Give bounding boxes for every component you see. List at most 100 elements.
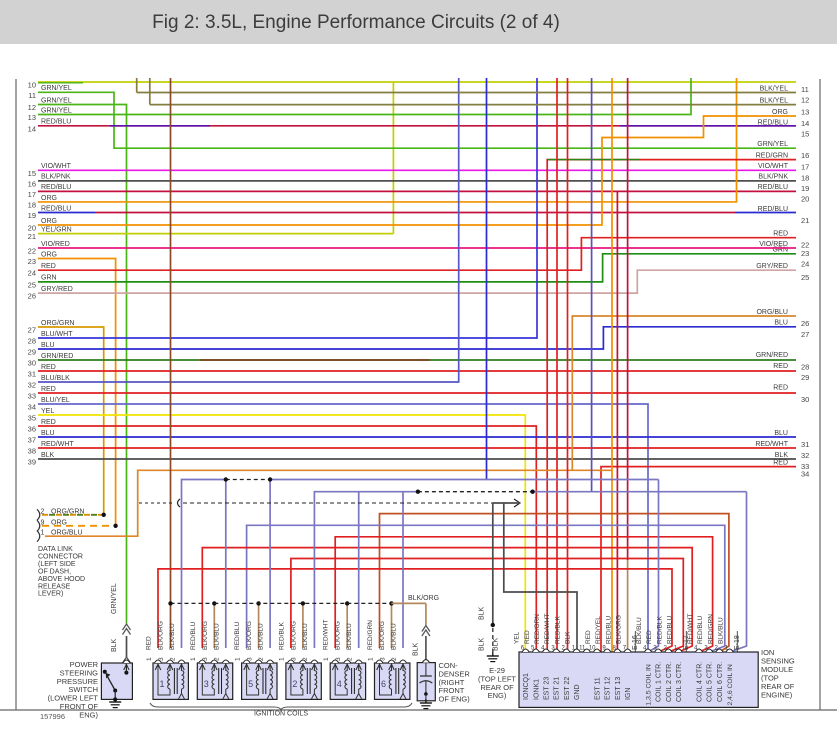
svg-text:3: 3 xyxy=(291,657,298,661)
svg-text:16: 16 xyxy=(28,179,36,188)
svg-text:IGN: IGN xyxy=(625,688,632,700)
svg-text:27: 27 xyxy=(801,330,809,339)
svg-text:3: 3 xyxy=(704,646,708,652)
svg-text:BLU/YEL: BLU/YEL xyxy=(41,397,70,404)
svg-text:6: 6 xyxy=(381,679,386,689)
svg-text:RED: RED xyxy=(41,263,56,270)
svg-text:GRN/RED: GRN/RED xyxy=(756,352,788,359)
svg-text:EST 23: EST 23 xyxy=(544,677,551,700)
svg-text:19: 19 xyxy=(28,211,36,220)
svg-text:STEERING: STEERING xyxy=(60,668,99,677)
svg-text:11: 11 xyxy=(28,91,36,100)
svg-text:IONK1: IONK1 xyxy=(533,679,540,700)
svg-text:11: 11 xyxy=(579,646,586,652)
svg-text:DATA LINK: DATA LINK xyxy=(38,546,73,553)
svg-text:BLK/ORG: BLK/ORG xyxy=(290,621,297,650)
svg-text:(TOP LEFT: (TOP LEFT xyxy=(478,674,516,683)
svg-text:1: 1 xyxy=(159,679,164,689)
svg-text:BLK/BLU: BLK/BLU xyxy=(636,617,643,644)
svg-text:29: 29 xyxy=(28,348,36,357)
svg-text:21: 21 xyxy=(28,232,36,241)
svg-text:BLK/ORG: BLK/ORG xyxy=(158,621,165,650)
svg-text:5: 5 xyxy=(248,679,253,689)
svg-text:20: 20 xyxy=(801,194,809,203)
svg-text:BLK/ORG: BLK/ORG xyxy=(616,615,623,644)
svg-text:1: 1 xyxy=(234,657,241,661)
svg-text:FRONT: FRONT xyxy=(439,686,465,695)
svg-text:32: 32 xyxy=(801,451,809,460)
svg-text:1: 1 xyxy=(146,657,153,661)
svg-text:DENSER: DENSER xyxy=(439,669,471,678)
svg-text:4: 4 xyxy=(694,646,698,652)
svg-text:20: 20 xyxy=(28,224,36,233)
svg-text:COIL 6 CTR.: COIL 6 CTR. xyxy=(717,662,724,702)
svg-text:YEL: YEL xyxy=(514,631,521,644)
svg-text:RED/BLU: RED/BLU xyxy=(758,119,788,126)
svg-text:1: 1 xyxy=(323,657,330,661)
svg-text:1,3,5 COIL IN: 1,3,5 COIL IN xyxy=(646,664,653,705)
svg-text:BLU/BLK: BLU/BLK xyxy=(41,375,70,382)
svg-text:GRN/RED: GRN/RED xyxy=(41,353,73,360)
svg-text:2: 2 xyxy=(347,657,354,661)
svg-text:IGNITION COILS: IGNITION COILS xyxy=(254,711,308,718)
svg-text:BLK/YEL: BLK/YEL xyxy=(760,85,789,92)
svg-text:GRY/RED: GRY/RED xyxy=(756,263,788,270)
svg-text:RED: RED xyxy=(773,363,788,370)
svg-text:39: 39 xyxy=(28,458,36,467)
svg-text:RED/BLU: RED/BLU xyxy=(758,184,788,191)
svg-text:GRN: GRN xyxy=(41,275,57,282)
svg-text:BLK/PNK: BLK/PNK xyxy=(758,174,788,181)
svg-text:34: 34 xyxy=(801,470,809,479)
svg-text:VIO/RED: VIO/RED xyxy=(759,241,788,248)
svg-text:RED: RED xyxy=(146,636,153,650)
svg-text:2: 2 xyxy=(292,679,297,689)
svg-text:ENG): ENG) xyxy=(488,691,507,700)
svg-text:157996: 157996 xyxy=(40,712,65,721)
svg-text:OF ENG): OF ENG) xyxy=(439,695,471,704)
svg-text:21: 21 xyxy=(801,216,809,225)
svg-text:RED/BLU: RED/BLU xyxy=(41,119,71,126)
svg-text:31: 31 xyxy=(28,370,36,379)
svg-text:EST 12: EST 12 xyxy=(605,677,612,700)
svg-text:1: 1 xyxy=(279,657,286,661)
svg-text:GND: GND xyxy=(574,684,581,700)
svg-text:RED: RED xyxy=(773,459,788,466)
svg-text:COIL 2 CTR.: COIL 2 CTR. xyxy=(666,662,673,702)
svg-text:BLK/ORG: BLK/ORG xyxy=(202,621,209,650)
svg-text:REAR OF: REAR OF xyxy=(480,683,514,692)
svg-text:RED/GRN: RED/GRN xyxy=(707,614,714,644)
svg-text:7: 7 xyxy=(623,646,627,652)
svg-text:BLK/BLU: BLK/BLU xyxy=(346,623,353,650)
svg-text:3: 3 xyxy=(551,646,555,652)
svg-text:BLU: BLU xyxy=(774,430,788,437)
svg-text:IONCQ1: IONCQ1 xyxy=(523,673,530,700)
svg-text:3: 3 xyxy=(202,657,209,661)
svg-text:1: 1 xyxy=(367,657,374,661)
svg-text:BLU: BLU xyxy=(774,320,788,327)
svg-text:BLK/BLU: BLK/BLU xyxy=(718,617,725,644)
svg-text:BLK/BLU: BLK/BLU xyxy=(302,623,309,650)
svg-text:RED: RED xyxy=(41,386,56,393)
svg-text:2: 2 xyxy=(41,508,45,515)
svg-text:RED/GRN: RED/GRN xyxy=(534,614,541,644)
svg-text:2,4,6 COIL IN: 2,4,6 COIL IN xyxy=(727,664,734,705)
svg-text:14: 14 xyxy=(28,124,36,133)
svg-text:YEL/GRN: YEL/GRN xyxy=(41,226,72,233)
svg-text:BLK: BLK xyxy=(111,638,118,652)
svg-text:1: 1 xyxy=(725,646,729,652)
svg-text:31: 31 xyxy=(801,440,809,449)
svg-text:2: 2 xyxy=(391,657,398,661)
svg-text:GRY/RED: GRY/RED xyxy=(41,286,73,293)
svg-text:4: 4 xyxy=(541,646,545,652)
svg-text:BLK: BLK xyxy=(775,452,789,459)
svg-text:4: 4 xyxy=(337,679,342,689)
svg-text:27: 27 xyxy=(28,326,36,335)
svg-text:REAR OF: REAR OF xyxy=(761,682,795,691)
svg-text:ORG/GRN: ORG/GRN xyxy=(41,320,74,327)
svg-text:RED/BLU: RED/BLU xyxy=(234,622,241,650)
svg-text:18: 18 xyxy=(28,200,36,209)
svg-text:29: 29 xyxy=(801,373,809,382)
svg-text:EST 22: EST 22 xyxy=(564,677,571,700)
svg-text:RED/WHT: RED/WHT xyxy=(687,614,694,644)
svg-text:2: 2 xyxy=(214,657,221,661)
